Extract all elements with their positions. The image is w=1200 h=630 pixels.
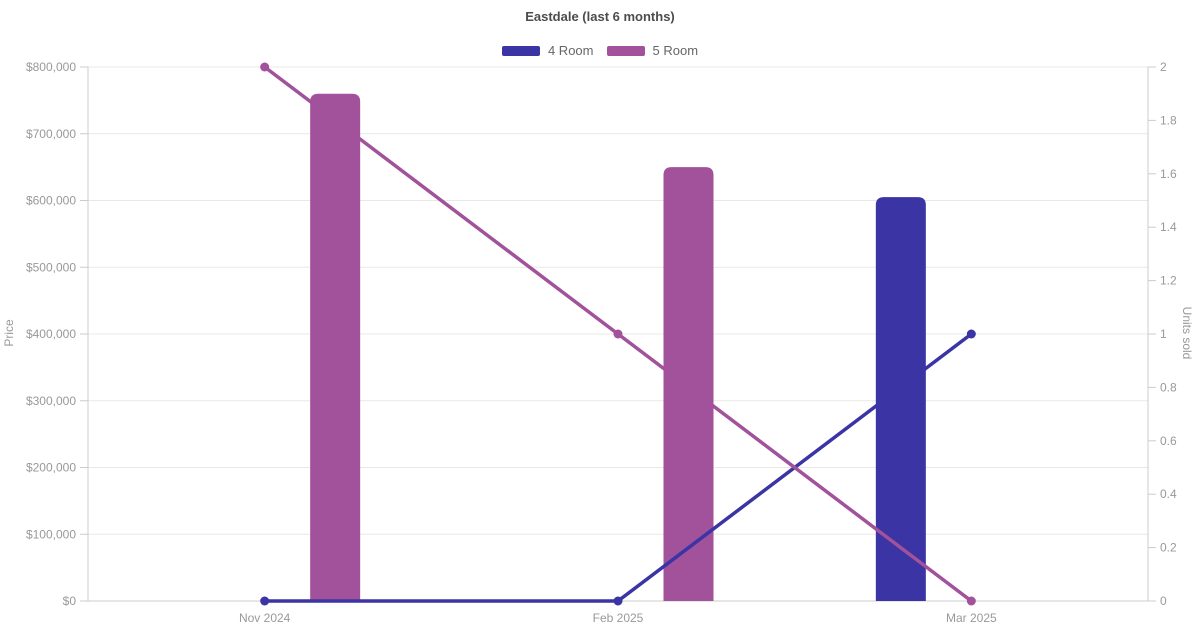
bar-4-room-mar-2025 (875, 197, 926, 601)
price-tick-label: $500,000 (26, 260, 76, 274)
legend-swatch-5-room (606, 45, 645, 56)
price-tick-label: $0 (63, 594, 77, 608)
units-tick-label: 1.2 (1160, 274, 1177, 288)
x-axis-label-mar-2025: Mar 2025 (946, 611, 997, 625)
point-4-room-feb-2025 (613, 596, 623, 606)
chart-title: Eastdale (last 6 months) (525, 9, 675, 24)
legend-swatch-4-room (501, 45, 540, 56)
chart-legend: 4 Room 5 Room (0, 43, 1200, 58)
legend-label-5-room: 5 Room (652, 43, 699, 58)
units-tick-label: 0.6 (1160, 434, 1177, 448)
units-tick-label: 1.4 (1160, 220, 1177, 234)
price-tick-label: $100,000 (26, 527, 76, 541)
point-5-room-mar-2025 (966, 596, 976, 606)
price-tick-label: $300,000 (26, 394, 76, 408)
units-tick-label: 2 (1160, 60, 1167, 74)
units-tick-label: 0.8 (1160, 380, 1177, 394)
left-axis-title: Price (2, 319, 16, 347)
units-tick-label: 1 (1160, 327, 1167, 341)
point-4-room-mar-2025 (966, 329, 976, 339)
point-5-room-nov-2024 (260, 62, 270, 72)
bar-5-room-nov-2024 (310, 93, 361, 601)
price-tick-label: $700,000 (26, 127, 76, 141)
units-tick-label: 0.4 (1160, 487, 1177, 501)
x-axis-label-nov-2024: Nov 2024 (239, 611, 291, 625)
units-tick-label: 1.6 (1160, 167, 1177, 181)
legend-item-5-room[interactable]: 5 Room (606, 43, 699, 58)
price-tick-label: $200,000 (26, 461, 76, 475)
bar-5-room-feb-2025 (663, 167, 714, 601)
price-tick-label: $400,000 (26, 327, 76, 341)
price-tick-label: $800,000 (26, 60, 76, 74)
price-tick-label: $600,000 (26, 194, 76, 208)
legend-label-4-room: 4 Room (547, 43, 594, 58)
units-tick-label: 0 (1160, 594, 1167, 608)
units-tick-label: 1.8 (1160, 113, 1177, 127)
legend-item-4-room[interactable]: 4 Room (501, 43, 594, 58)
units-tick-label: 0.2 (1160, 541, 1177, 555)
x-axis-label-feb-2025: Feb 2025 (593, 611, 644, 625)
right-axis-title: Units sold (1180, 306, 1194, 360)
point-4-room-nov-2024 (260, 596, 270, 606)
point-5-room-feb-2025 (613, 329, 623, 339)
